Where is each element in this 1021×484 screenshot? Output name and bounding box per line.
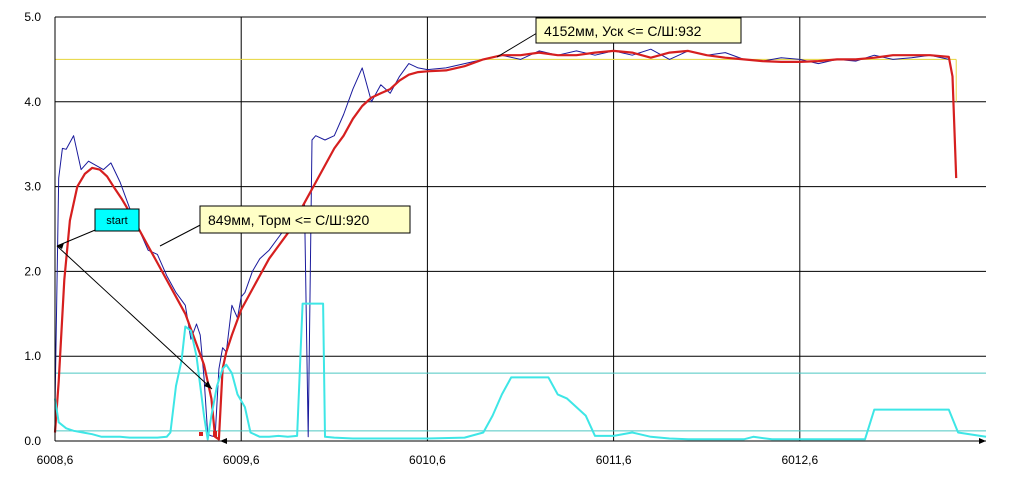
y-tick-label: 4.0 xyxy=(24,95,41,109)
start-label-text: start xyxy=(106,215,127,227)
start-label-box xyxy=(94,208,140,232)
callout-braking: 849мм, Торм <= С/Ш:920 xyxy=(159,205,411,247)
start-leader xyxy=(56,227,101,247)
x-tick-label: 6010,6 xyxy=(409,453,446,467)
y-tick-label: 1.0 xyxy=(24,349,41,363)
axis-arrow-left xyxy=(220,438,227,444)
x-tick-label: 6012,6 xyxy=(781,453,818,467)
tick-labels: 0.0 1.0 2.0 3.0 4.0 5.0 6008,6 6009,6 6010,6 6011… xyxy=(24,10,818,467)
callout-accel-box xyxy=(535,17,742,44)
series-line xyxy=(54,302,987,441)
callout-accel: 4152мм, Уск <= С/Ш:932 xyxy=(496,17,742,58)
callout-accel-text: 4152мм, Уск <= С/Ш:932 xyxy=(544,23,702,39)
start-arrowhead xyxy=(204,381,212,389)
series-layer xyxy=(53,48,987,441)
start-arrowhead-left xyxy=(57,243,64,249)
red-marker xyxy=(213,431,217,437)
callout-accel-leader xyxy=(496,32,538,58)
axis-arrow-right xyxy=(979,438,986,444)
red-marker xyxy=(199,432,203,436)
callout-braking-box xyxy=(199,205,411,234)
axes xyxy=(54,17,986,442)
y-tick-label: 5.0 xyxy=(24,10,41,24)
start-arrow xyxy=(56,245,213,390)
x-tick-label: 6008,6 xyxy=(37,453,74,467)
reference-lines xyxy=(55,58,986,432)
y-tick-label: 3.0 xyxy=(24,180,41,194)
start-marker: start xyxy=(56,208,213,390)
series-line xyxy=(53,49,958,441)
callout-braking-text: 849мм, Торм <= С/Ш:920 xyxy=(208,212,369,228)
y-tick-label: 0.0 xyxy=(24,434,41,448)
y-tick-label: 2.0 xyxy=(24,264,41,278)
x-tick-label: 6009,6 xyxy=(223,453,260,467)
x-tick-label: 6011,6 xyxy=(596,453,632,467)
